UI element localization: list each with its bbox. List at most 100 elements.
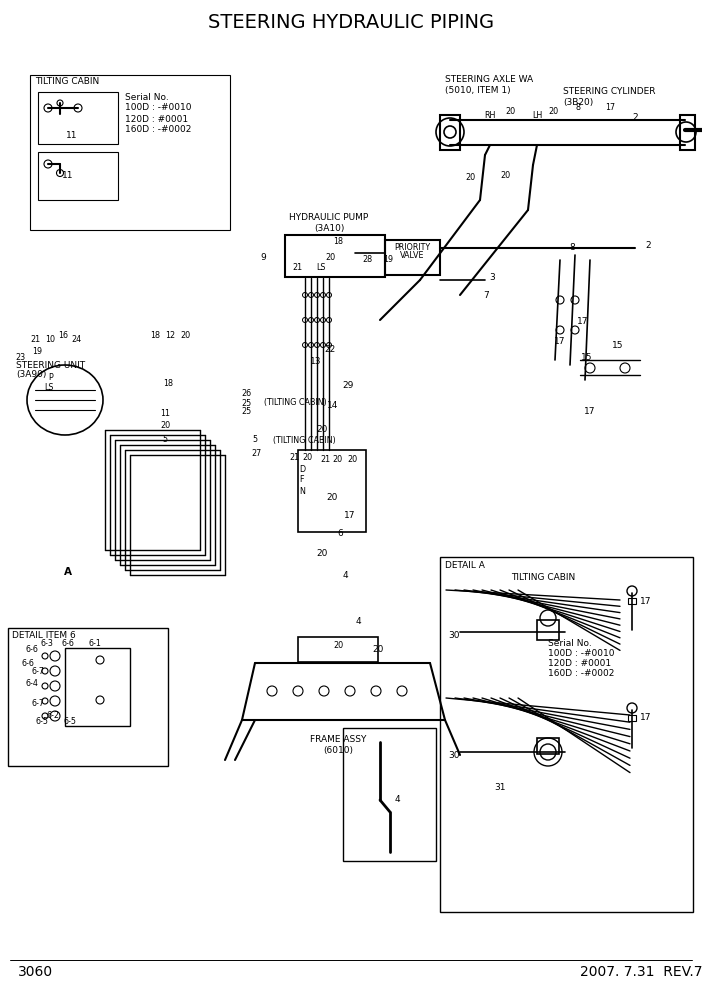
Text: DETAIL ITEM 6: DETAIL ITEM 6 (12, 632, 76, 641)
Text: 3: 3 (489, 273, 495, 282)
Text: 6-6: 6-6 (25, 646, 39, 655)
Text: DETAIL A: DETAIL A (445, 560, 485, 569)
Text: 24: 24 (71, 335, 81, 344)
Text: LS: LS (44, 384, 53, 393)
Circle shape (444, 126, 456, 138)
Text: 21: 21 (292, 264, 302, 273)
Text: 14: 14 (327, 401, 338, 410)
Bar (440, 115, 460, 150)
Text: 20: 20 (332, 455, 342, 464)
Text: 17: 17 (555, 337, 566, 346)
Bar (537, 620, 559, 640)
Bar (285, 235, 385, 277)
Text: 20: 20 (465, 174, 475, 183)
Text: 17: 17 (605, 103, 615, 112)
Text: 17: 17 (640, 713, 651, 722)
Text: 13: 13 (310, 357, 322, 366)
Text: 27: 27 (252, 448, 262, 457)
Text: (3A90): (3A90) (16, 370, 46, 380)
Text: 20: 20 (500, 171, 510, 180)
Text: 6-4: 6-4 (25, 679, 39, 687)
Text: 6-7: 6-7 (32, 698, 44, 707)
Text: 20: 20 (347, 455, 357, 464)
Text: (3A10): (3A10) (314, 223, 344, 232)
Text: 9: 9 (260, 253, 266, 262)
Text: 17: 17 (640, 597, 651, 606)
Text: 22: 22 (324, 345, 336, 354)
Text: PRIORITY: PRIORITY (394, 242, 430, 252)
Bar (38, 152, 118, 200)
Text: 6-3: 6-3 (41, 639, 53, 648)
Text: 18: 18 (163, 379, 173, 388)
Text: FRAME ASSY: FRAME ASSY (310, 735, 366, 745)
Text: 21: 21 (30, 335, 40, 344)
Bar (65, 648, 130, 726)
Text: 4: 4 (395, 796, 401, 805)
Text: RH: RH (484, 110, 496, 119)
Text: 100D : -#0010: 100D : -#0010 (125, 103, 192, 112)
Bar (343, 728, 436, 861)
Text: 2: 2 (633, 113, 638, 122)
Text: D: D (299, 465, 305, 474)
Text: 100D : -#0010: 100D : -#0010 (548, 649, 614, 658)
Text: N: N (299, 487, 305, 497)
Bar (30, 75, 230, 230)
Text: 20: 20 (317, 549, 328, 558)
Text: 2: 2 (645, 240, 651, 250)
Bar (628, 715, 636, 721)
Circle shape (627, 703, 637, 713)
Text: 8: 8 (569, 243, 575, 253)
Text: STEERING UNIT: STEERING UNIT (16, 360, 85, 369)
Text: 160D : -#0002: 160D : -#0002 (548, 669, 614, 678)
Text: 17: 17 (577, 317, 589, 326)
Text: 8: 8 (576, 103, 581, 112)
Bar (38, 92, 118, 144)
Text: 160D : -#0002: 160D : -#0002 (125, 126, 192, 135)
Text: 20: 20 (325, 253, 335, 262)
Text: 16: 16 (58, 330, 68, 339)
Text: 21: 21 (320, 455, 330, 464)
Text: TILTING CABIN: TILTING CABIN (35, 77, 99, 86)
Text: STEERING HYDRAULIC PIPING: STEERING HYDRAULIC PIPING (208, 13, 494, 32)
Text: 20: 20 (160, 421, 170, 430)
Text: 18: 18 (333, 236, 343, 245)
Bar (298, 450, 366, 532)
Text: 4: 4 (355, 617, 361, 627)
Text: P: P (48, 374, 53, 383)
Text: Serial No.: Serial No. (548, 639, 592, 648)
Text: 23: 23 (15, 353, 25, 362)
Text: 2007. 7.31  REV.7G: 2007. 7.31 REV.7G (580, 965, 702, 979)
Text: (5010, ITEM 1): (5010, ITEM 1) (445, 85, 510, 94)
Text: 18: 18 (150, 330, 160, 339)
Text: 17: 17 (344, 511, 356, 520)
Text: 3060: 3060 (18, 965, 53, 979)
Text: 5: 5 (162, 435, 168, 444)
Text: 29: 29 (343, 381, 354, 390)
Text: STEERING AXLE WA: STEERING AXLE WA (445, 75, 533, 84)
Text: 6-6: 6-6 (62, 639, 74, 648)
Bar (8, 628, 168, 766)
Text: 19: 19 (32, 347, 42, 356)
Text: 6-1: 6-1 (88, 639, 101, 648)
Text: 31: 31 (494, 784, 505, 793)
Text: 20: 20 (548, 107, 558, 116)
Text: 12: 12 (165, 330, 175, 339)
Circle shape (540, 744, 556, 760)
Text: (TILTING CABIN): (TILTING CABIN) (273, 435, 336, 444)
Text: 15: 15 (612, 340, 624, 349)
Text: 11: 11 (62, 172, 74, 181)
Text: 120D : #0001: 120D : #0001 (125, 114, 188, 123)
Text: LS: LS (316, 264, 326, 273)
Text: (TILTING CABIN): (TILTING CABIN) (264, 399, 326, 408)
Text: (3B20): (3B20) (563, 97, 593, 106)
Text: 7: 7 (483, 291, 489, 300)
Bar (680, 115, 695, 150)
Text: LH: LH (532, 110, 542, 119)
Text: 6-5: 6-5 (36, 717, 48, 726)
Circle shape (627, 586, 637, 596)
Text: 20: 20 (372, 646, 384, 655)
Text: TILTING CABIN: TILTING CABIN (511, 573, 575, 582)
Text: 26: 26 (241, 389, 251, 398)
Bar (440, 557, 693, 912)
Text: 30: 30 (448, 631, 460, 640)
